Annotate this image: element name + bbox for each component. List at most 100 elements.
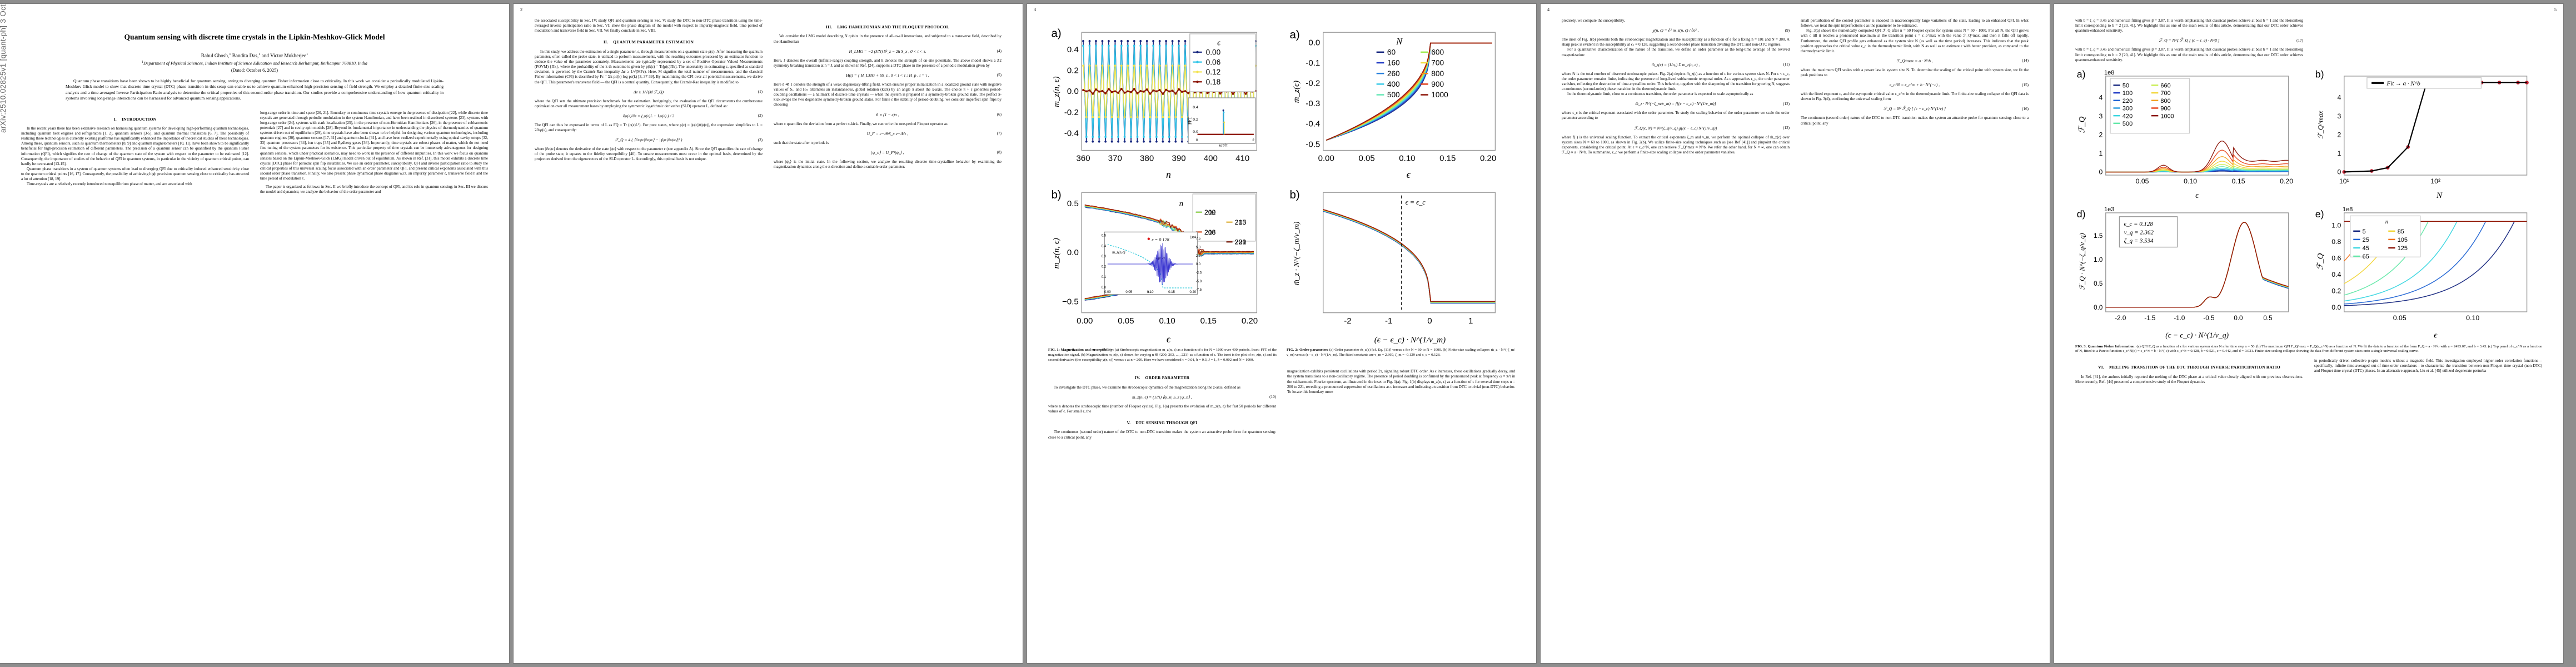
fig3b-xlabel: N <box>2436 191 2443 200</box>
fig3d-fit-nu: ν_q = 2.362 <box>2124 230 2154 236</box>
fig2a-svg: a) N 601602604005006007008009001000 0.00… <box>1287 22 1515 182</box>
section-heading-melting-transition: VI. MELTING TRANSITION OF THE DTC THROUGH… <box>2075 365 2303 370</box>
fig1b-inset-xtick: 0.10 <box>1147 291 1154 294</box>
page-2-column-right: III. LMG HAMILTONIAN AND THE FLOQUET PROT… <box>774 18 1001 170</box>
fig3e-legend-item: 105 <box>2398 237 2408 243</box>
fig3e-xlabel: ϵ <box>2434 331 2438 340</box>
fig3a-scale: 1e8 <box>2104 69 2114 76</box>
paragraph: In this study, we address the estimation… <box>535 49 763 85</box>
figure-2-panel-b: b) -2 -1 0 1 ϵ = ϵ_c (ϵ − ϵ_c) · N^(1/ν_m) … <box>1287 182 1515 346</box>
fig1b-inset-xtick: 0.05 <box>1125 291 1132 294</box>
arxiv-stamp: arXiv:2510.02825v1 [quant-ph] 3 Oct 2025 <box>0 4 7 133</box>
author-3: and Victor Mukherjee <box>262 53 306 58</box>
fig1b-xtick: 0.15 <box>1200 316 1217 326</box>
page-3-column-right: magnetization exhibits persistent oscill… <box>1287 369 1515 440</box>
fig3b-ytick: 4 <box>2337 93 2341 101</box>
fig3a-legend-item: 100 <box>2122 90 2132 97</box>
paragraph: For a quantitative characterization of t… <box>1562 47 1790 57</box>
page-2-columns: the associated susceptibility in Sec. IV… <box>514 4 1023 170</box>
fig3d-xtick: -2.0 <box>2115 315 2126 322</box>
paragraph: where ϵ_c is the critical exponent assoc… <box>1562 111 1790 121</box>
page-3[interactable]: 3 a) ϵ <box>1027 4 1536 663</box>
fig3b-ytick: 3 <box>2337 112 2341 120</box>
dated-line: (Dated: October 6, 2025) <box>26 68 484 73</box>
page-5-bottom-right: in periodically driven collective p-spin… <box>2314 359 2542 385</box>
fig3b-svg: b) Fit → a · N^b 10¹ 10²01234 N ℱ_Q^max <box>2314 64 2542 201</box>
multipage-paper-viewer[interactable]: arXiv:2510.02825v1 [quant-ph] 3 Oct 2025… <box>0 0 2576 667</box>
page-5-bottom-columns: VI. MELTING TRANSITION OF THE DTC THROUGH… <box>2054 354 2563 385</box>
paragraph: where n denotes the stroboscopic time (n… <box>1048 404 1276 414</box>
figure-1-panel-b: b) n 200 203 206 209 212 215 218 221 1e4 ϵ = 0.1… <box>1048 182 1277 346</box>
fig1a-inset-xtick: 0 <box>1196 138 1198 142</box>
paragraph: In the thermodynamic limit, close to a c… <box>1562 92 1790 97</box>
fig2a-legend-item: 160 <box>1387 59 1400 67</box>
fig1b-inset-rytick: -2.5 <box>1196 271 1202 275</box>
fig3e-xtick: 0.05 <box>2393 314 2406 322</box>
page-1[interactable]: arXiv:2510.02825v1 [quant-ph] 3 Oct 2025… <box>0 4 509 663</box>
paragraph: The continuum (second order) nature of t… <box>1801 116 2029 126</box>
fig1b-inset-rytick: 5.0 <box>1196 246 1201 249</box>
page-4[interactable]: 4 precisely, we compute the susceptibili… <box>1541 4 2050 663</box>
equation-9: χ(n, ϵ) = ∂² m_z(n, ϵ) / ∂ϵ² , (9) <box>1562 28 1790 33</box>
fig3a-legend-item: 660 <box>2160 82 2170 89</box>
fig2b-svg: b) -2 -1 0 1 ϵ = ϵ_c (ϵ − ϵ_c) · N^(1/ν_m) … <box>1287 182 1515 346</box>
panel-label-a: a) <box>1289 28 1299 41</box>
page-number: 5 <box>2554 7 2557 12</box>
fig2a-legend-item: 600 <box>1431 48 1444 56</box>
fig2a-legend-item: 800 <box>1431 69 1444 78</box>
fig3d-xtick: -1.5 <box>2144 315 2155 322</box>
paragraph: such that the state after n periods is <box>774 141 1001 146</box>
fig3-caption-text: (a) QFI F_Q as a function of ϵ for vario… <box>2075 345 2542 354</box>
fig1a-xtick: 380 <box>1140 154 1154 163</box>
paragraph: magnetization exhibits persistent oscill… <box>1287 369 1515 395</box>
fig3a-xtick: 0.05 <box>2136 177 2149 185</box>
fig3e-legend-title: n <box>2385 218 2389 225</box>
equation-1: Δε ≥ 1/√(M ℱ_Q) (1) <box>535 89 763 94</box>
panel-label-b: b) <box>1289 188 1299 201</box>
fig1b-inset-lytick: 0.0 <box>1102 286 1107 289</box>
page-4-column-left: precisely, we compute the susceptibility… <box>1562 18 1790 155</box>
fig1b-legend-item: 221 <box>1235 238 1247 246</box>
fig3d-xlabel: (ϵ − ϵ_c) · N^(1/ν_q) <box>2165 331 2229 340</box>
panel-label-b: b) <box>1051 188 1061 201</box>
fig1b-xlabel: ϵ <box>1167 334 1171 345</box>
fig1b-svg: b) n 200 203 206 209 212 215 218 221 1e4 ϵ = 0.1… <box>1048 182 1277 346</box>
fig3b-xtick: 10¹ <box>2339 177 2349 185</box>
fig3d-ylabel: ℱ_Q · N^(−ζ_q/ν_q) <box>2078 233 2086 290</box>
fig2b-critical-annot: ϵ = ϵ_c <box>1406 198 1426 206</box>
paragraph: where the maximum QFI scales with a powe… <box>1801 68 2029 78</box>
fig3d-ytick: 0.0 <box>2094 304 2103 311</box>
fig1a-xlabel: n <box>1166 169 1171 180</box>
fig1a-xtick: 360 <box>1076 154 1090 163</box>
fig3e-ytick: 0.2 <box>2331 287 2341 295</box>
fig3a-legend-item: 700 <box>2160 90 2170 97</box>
page-3-figure-row: a) ϵ 0.00 0.06 0.12 0.18 <box>1027 4 1536 366</box>
equation-4: H_LMG = −2 (J/N) S²_z − 2h S_x , 0 < t <… <box>774 49 1001 54</box>
fig2a-legend-item: 260 <box>1387 69 1400 78</box>
fig2a-ytick: -0.1 <box>1306 58 1320 68</box>
fig1b-ylabel: m_z(n, ϵ) <box>1052 238 1061 268</box>
fig1a-xtick: 410 <box>1235 154 1249 163</box>
fig3a-xlabel: ϵ <box>2195 191 2199 200</box>
paragraph: where |ψ₀⟩ is the initial state. In the … <box>774 160 1001 170</box>
equation-7: U_F = e−iΘS_x e−iHτ , (7) <box>774 131 1001 136</box>
fig1b-xtick: 0.20 <box>1242 316 1258 326</box>
fig2a-xtick: 0.10 <box>1399 154 1415 163</box>
page-2[interactable]: 2 the associated susceptibility in Sec. … <box>514 4 1023 663</box>
fig1a-ytick: 0.0 <box>1067 87 1079 96</box>
page-5[interactable]: 5 with b = ζ_q = 3.45 and numerical fitt… <box>2054 4 2563 663</box>
paragraph: where the QFI sets the ultimate precisio… <box>535 99 763 109</box>
paragraph: The paper is organized as follows: in Se… <box>260 185 488 195</box>
fig1-bold-title: Magnetization and susceptibility: <box>1061 348 1114 352</box>
fig3e-legend-item: 125 <box>2398 245 2408 252</box>
fig3e-ylabel: ℱ_Q <box>2316 253 2325 270</box>
fig1b-inset-lytick: 0.5 <box>1102 234 1107 237</box>
fig3b-ytick: 2 <box>2337 131 2341 138</box>
paragraph: Here, J denotes the overall (infinite-ra… <box>774 58 1001 68</box>
fig3a-ytick: 4 <box>2099 93 2102 101</box>
fig1b-inset-lytick: 0.1 <box>1102 276 1107 279</box>
paragraph: where ε quantifies the deviation from a … <box>774 122 1001 127</box>
author-list: Rahul Ghosh,1 Bandita Das,1 and Victor M… <box>26 52 484 58</box>
page-1-column-left: I. INTRODUCTION In the recent years there… <box>21 111 249 195</box>
fig1b-inset-rytick: 7.5 <box>1196 237 1201 241</box>
